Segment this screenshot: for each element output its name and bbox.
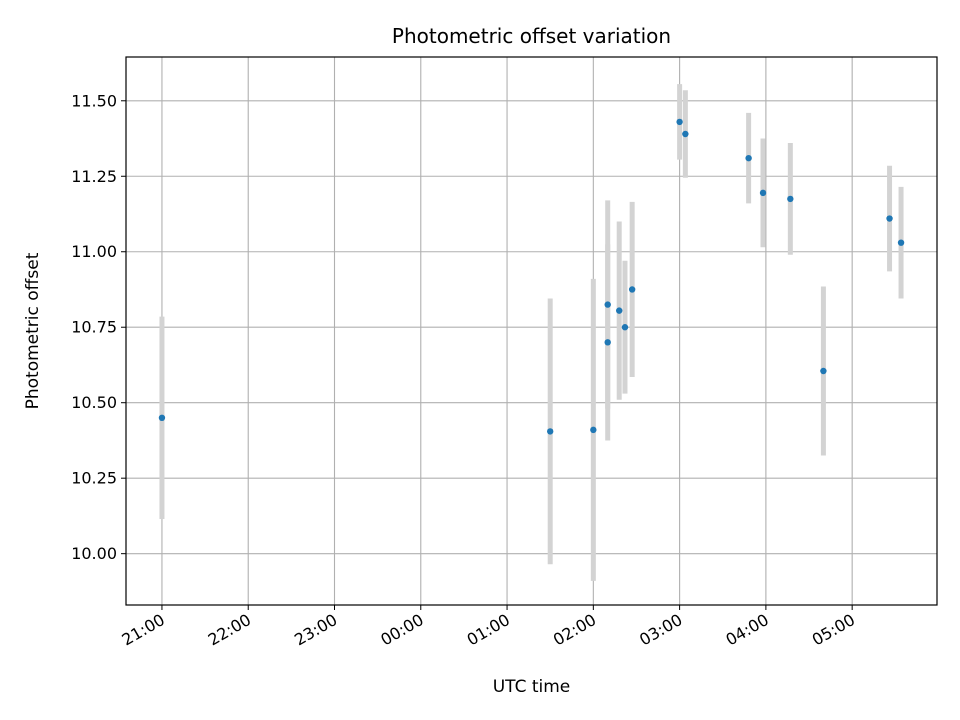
data-points <box>158 118 905 435</box>
data-point <box>676 118 683 126</box>
data-point <box>886 215 893 222</box>
y-tick-label: 10.50 <box>71 393 117 412</box>
data-point <box>590 426 597 434</box>
data-point <box>682 130 689 138</box>
y-tick-label: 10.00 <box>71 544 117 563</box>
data-point <box>604 301 611 308</box>
x-tick-label: 04:00 <box>722 610 771 650</box>
data-point <box>897 239 905 246</box>
x-tick-label: 05:00 <box>809 610 858 650</box>
data-point <box>604 339 611 346</box>
data-point <box>787 195 794 203</box>
y-axis: 10.00 10.25 10.50 10.75 11.00 11.25 11.50 <box>71 91 126 563</box>
data-point <box>621 324 629 331</box>
data-point <box>158 414 166 422</box>
data-point <box>628 286 636 293</box>
y-tick-label: 11.50 <box>71 91 117 110</box>
chart-title: Photometric offset variation <box>392 24 671 48</box>
y-axis-title: Photometric offset <box>23 252 43 409</box>
x-axis-title: UTC time <box>493 677 571 697</box>
data-point <box>745 154 752 162</box>
data-point <box>616 307 623 314</box>
data-point <box>759 189 767 197</box>
x-tick-label: 00:00 <box>377 610 426 650</box>
y-tick-label: 10.25 <box>71 469 117 488</box>
y-tick-label: 10.75 <box>71 318 117 337</box>
y-tick-label: 11.25 <box>71 167 117 186</box>
plot-frame <box>125 56 938 606</box>
data-point <box>820 367 827 375</box>
x-tick-label: 01:00 <box>464 610 513 650</box>
x-tick-label: 21:00 <box>119 610 168 650</box>
plot-background <box>126 57 937 605</box>
x-tick-label: 03:00 <box>636 610 685 650</box>
data-point <box>546 428 554 435</box>
x-tick-label: 02:00 <box>550 610 599 650</box>
x-axis: 21:00 22:00 23:00 00:00 01:00 02:00 03:00 04:00… <box>119 605 858 650</box>
x-tick-label: 23:00 <box>291 610 340 650</box>
y-tick-label: 11.00 <box>71 242 117 261</box>
x-tick-label: 22:00 <box>205 610 254 650</box>
